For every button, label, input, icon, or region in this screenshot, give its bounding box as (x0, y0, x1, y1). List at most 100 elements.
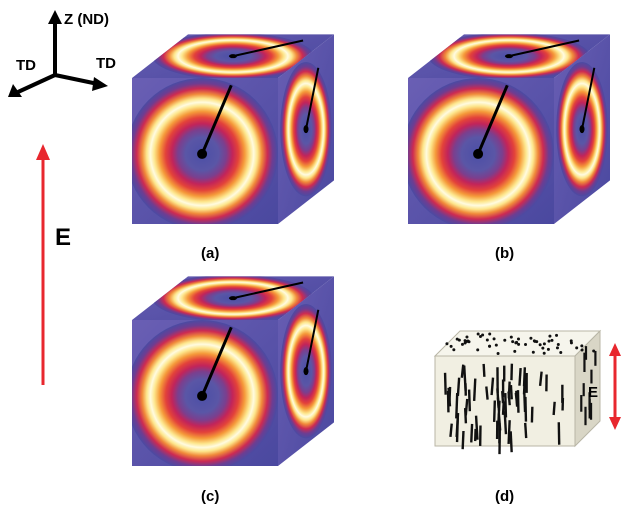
panel-label-c: (c) (201, 488, 219, 505)
dot (513, 349, 517, 353)
rod (492, 400, 497, 422)
dot (514, 341, 518, 345)
side-face (554, 34, 610, 224)
rod (497, 400, 501, 426)
panel-label-d: (d) (495, 488, 514, 505)
rod (507, 420, 511, 445)
scheme-field-arrow: E (588, 343, 621, 430)
rod (518, 367, 522, 386)
dot (460, 342, 464, 346)
rod (455, 393, 459, 419)
side-face (278, 276, 334, 466)
rod (485, 386, 489, 400)
dot (532, 339, 536, 343)
cube-a (132, 34, 334, 224)
rod (463, 407, 468, 424)
dot (488, 332, 492, 336)
dot (492, 337, 496, 341)
dot (580, 348, 584, 352)
dot (463, 341, 467, 345)
rod (509, 385, 513, 400)
dot (485, 338, 489, 342)
td-axis-label-left: TD (16, 57, 36, 74)
dot (494, 343, 498, 347)
dot (547, 339, 551, 343)
dot (463, 339, 467, 343)
dot (449, 344, 453, 348)
dot (488, 344, 492, 348)
dot (559, 350, 563, 354)
coordinate-axes: Z (ND) TD TD (8, 10, 116, 97)
rod (460, 364, 465, 378)
front-face (132, 78, 278, 224)
dot (478, 334, 482, 338)
dot (466, 339, 470, 343)
schematic-block (433, 329, 602, 455)
rod (470, 423, 474, 443)
rod (552, 401, 556, 416)
dot (516, 337, 520, 341)
electric-field-arrow: E (36, 144, 71, 385)
rod (504, 393, 508, 418)
cube-c (132, 276, 334, 466)
rod (507, 381, 511, 399)
dot (538, 343, 542, 347)
top-dots (445, 332, 596, 356)
rod (472, 378, 477, 402)
dot (569, 339, 573, 343)
rod (474, 415, 479, 440)
panel-label-a: (a) (201, 245, 219, 262)
td-axis-label-right: TD (96, 55, 116, 72)
dot (575, 346, 579, 350)
top-face (132, 34, 334, 78)
dot (455, 337, 459, 341)
electric-field-label: E (55, 224, 71, 251)
dot (546, 347, 550, 351)
rod (514, 392, 519, 407)
rod (501, 401, 505, 415)
rod (522, 372, 527, 395)
rod (482, 363, 486, 377)
dot (476, 332, 480, 336)
dot (452, 348, 456, 352)
dot (548, 334, 552, 338)
rod (449, 423, 453, 437)
dot (550, 338, 554, 342)
dot (542, 351, 546, 355)
scheme-field-label: E (588, 384, 598, 401)
top-face (408, 34, 610, 78)
dot (517, 342, 521, 346)
rod (455, 412, 460, 437)
dot (503, 338, 507, 342)
dot (541, 346, 545, 350)
oriented-rods (443, 346, 597, 455)
rod (524, 422, 528, 439)
dot (476, 348, 480, 352)
dot (511, 340, 515, 344)
rod (461, 430, 465, 450)
dot (465, 335, 469, 339)
rod (456, 377, 461, 397)
panel-label-b: (b) (495, 245, 514, 262)
rod (490, 377, 495, 396)
front-face (132, 320, 278, 466)
rod (538, 371, 543, 386)
dot (481, 333, 485, 337)
dot (496, 352, 500, 356)
rod (467, 389, 472, 412)
dot (524, 343, 528, 347)
dot (509, 335, 513, 339)
dot (555, 333, 559, 337)
dot (529, 336, 533, 340)
rod (447, 387, 452, 407)
rod (509, 431, 513, 453)
cube-b (408, 34, 610, 224)
front-face (408, 78, 554, 224)
dot (542, 342, 546, 346)
dot (580, 344, 584, 348)
dot (445, 342, 449, 346)
dot (531, 350, 535, 354)
z-axis-label: Z (ND) (64, 11, 109, 28)
rod (443, 372, 447, 395)
